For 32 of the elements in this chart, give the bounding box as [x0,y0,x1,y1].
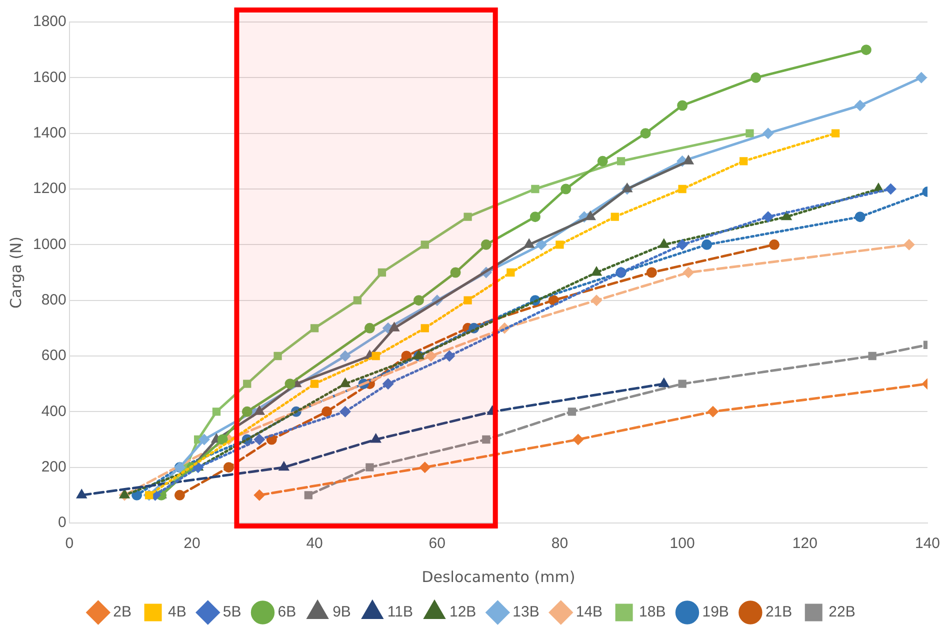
x-tick-label: 40 [306,535,323,552]
legend-label: 19B [702,604,729,621]
x-tick-label: 140 [914,535,940,552]
x-tick-label: 20 [184,535,200,552]
y-tick-label: 200 [41,458,66,476]
x-tick-label: 120 [792,535,818,552]
legend-label: 6B [278,604,296,621]
y-tick-label: 1800 [32,13,66,30]
y-tick-label: 0 [58,514,66,532]
legend-label: 22B [828,604,856,621]
legend-label: 12B [449,604,476,621]
legend-label: 18B [639,604,666,621]
legend-label: 4B [168,604,186,621]
legend-label: 14B [576,604,603,621]
x-tick-label: 80 [551,535,568,552]
y-tick-label: 400 [41,402,66,420]
y-tick-label: 1000 [32,236,66,253]
legend-label: 11B [387,604,413,621]
x-tick-label: 100 [670,535,695,552]
y-tick-label: 1200 [32,180,66,198]
y-tick-label: 1600 [32,68,66,86]
legend-label: 21B [765,604,792,621]
y-tick-label: 1400 [32,124,66,142]
x-tick-label: 60 [428,535,446,552]
y-axis-title: Carga (N) [6,236,25,308]
legend-label: 9B [332,604,351,621]
x-axis-title: Deslocamento (mm) [422,568,576,586]
legend-label: 5B [222,604,242,621]
y-tick-label: 800 [41,291,66,308]
y-tick-label: 600 [41,347,66,364]
legend-label: 13B [512,604,540,621]
legend-label: 2B [113,604,132,621]
